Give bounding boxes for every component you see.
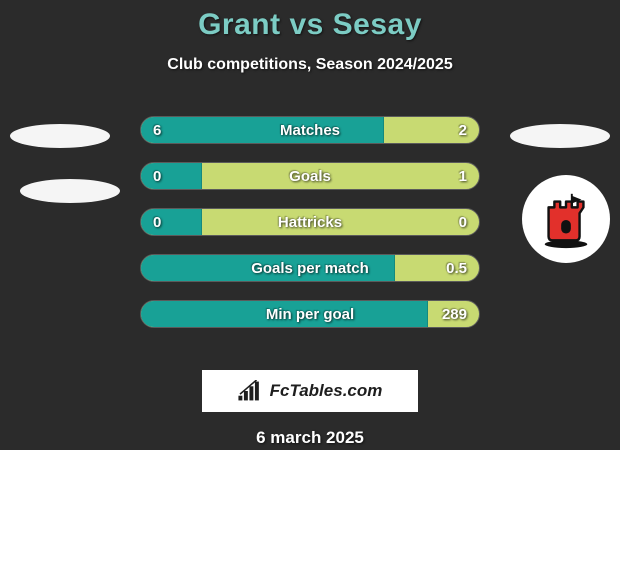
stat-label: Goals per match <box>141 255 479 281</box>
stat-label: Matches <box>141 117 479 143</box>
stat-bars: 6Matches20Goals10Hattricks0Goals per mat… <box>140 116 480 346</box>
bars-icon <box>238 380 264 402</box>
date-label: 6 march 2025 <box>0 428 620 448</box>
comparison-card: Grant vs Sesay Club competitions, Season… <box>0 0 620 450</box>
stat-row: 0Goals1 <box>140 162 480 190</box>
brand-text: FcTables.com <box>270 381 383 401</box>
stat-right-value: 0 <box>459 209 467 235</box>
page-subtitle: Club competitions, Season 2024/2025 <box>0 56 620 74</box>
stat-row: 0Hattricks0 <box>140 208 480 236</box>
stats-area: 6Matches20Goals10Hattricks0Goals per mat… <box>0 116 620 356</box>
stat-label: Min per goal <box>141 301 479 327</box>
stat-label: Goals <box>141 163 479 189</box>
stat-right-value: 289 <box>442 301 467 327</box>
stat-row: Min per goal289 <box>140 300 480 328</box>
stat-right-value: 1 <box>459 163 467 189</box>
brand-badge[interactable]: FcTables.com <box>202 370 418 412</box>
page-title: Grant vs Sesay <box>0 8 620 42</box>
stat-right-value: 0.5 <box>446 255 467 281</box>
stat-right-value: 2 <box>459 117 467 143</box>
stat-label: Hattricks <box>141 209 479 235</box>
stat-row: Goals per match0.5 <box>140 254 480 282</box>
stat-row: 6Matches2 <box>140 116 480 144</box>
